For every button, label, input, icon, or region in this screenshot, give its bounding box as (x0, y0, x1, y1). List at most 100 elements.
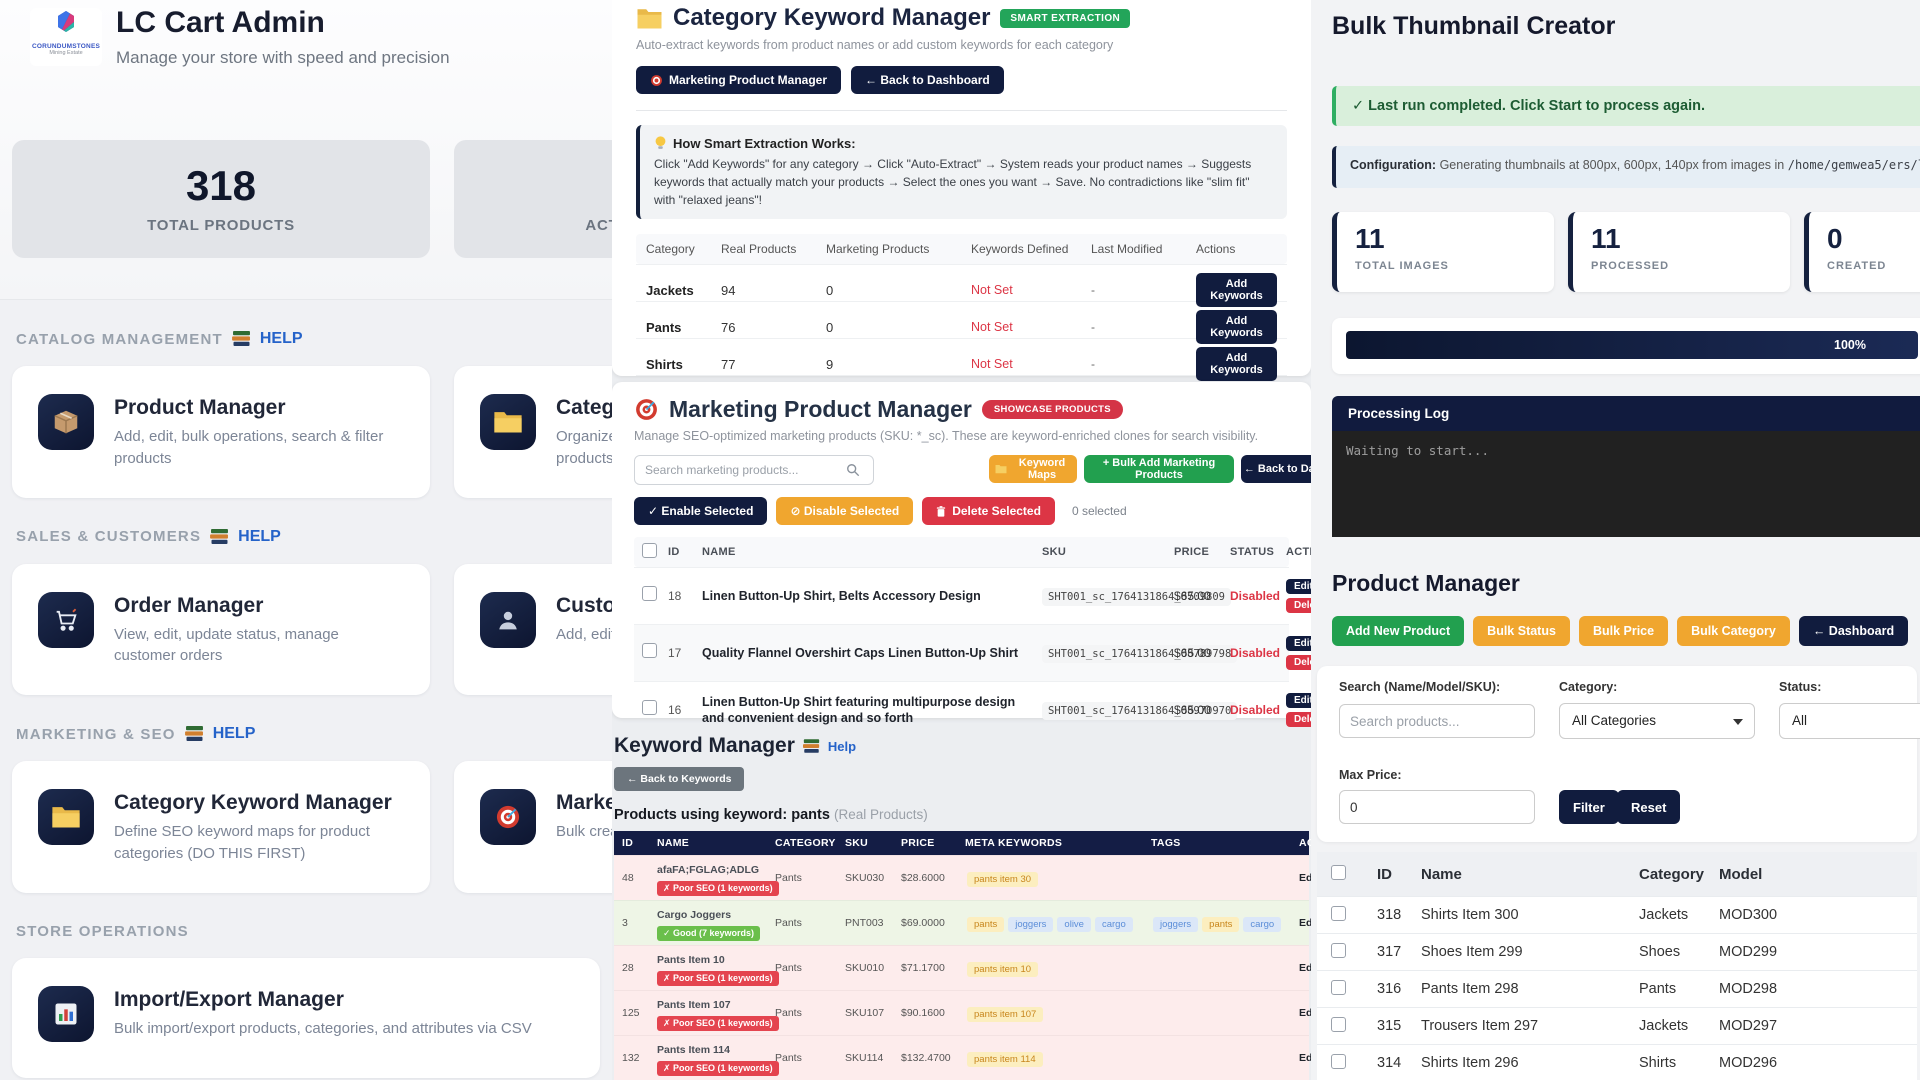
reset-button[interactable]: Reset (1617, 790, 1681, 824)
help-link[interactable]: HELP (212, 725, 256, 742)
bulk-category-button[interactable]: Bulk Category (1677, 616, 1790, 646)
add-keywords-button[interactable]: Add Keywords (1196, 273, 1277, 307)
product-name: Trousers Item 297 (1421, 1018, 1539, 1034)
row-checkbox[interactable] (1331, 1016, 1346, 1032)
configuration-alert: Configuration: Generating thumbnails at … (1332, 146, 1920, 188)
filter-card: Search (Name/Model/SKU): Category: All C… (1317, 666, 1920, 842)
product-price: $69.0000 (901, 917, 945, 929)
help-link[interactable]: Help (827, 738, 857, 754)
keyword-product-row: 132 Pants Item 114 ✗ Poor SEO (1 keyword… (614, 1035, 1311, 1080)
edit-link[interactable]: Edit (1299, 917, 1311, 929)
products-using-keyword-line: Products using keyword: pants (Real Prod… (614, 807, 928, 823)
keyword-chip: pants item 114 (967, 1051, 1043, 1067)
nav-section-catalog-management: CATALOG MANAGEMENT HELP Product Manager … (0, 330, 612, 498)
delete-selected-button[interactable]: Delete Selected (922, 497, 1055, 525)
row-checkbox[interactable] (1331, 979, 1346, 995)
product-id: 132 (622, 1052, 640, 1064)
row-checkbox[interactable] (642, 700, 657, 715)
bulk-add-marketing-button[interactable]: + Bulk Add Marketing Products (1084, 455, 1234, 483)
card-title: Marketing Product Manager (556, 791, 612, 814)
add-keywords-button[interactable]: Add Keywords (1196, 347, 1277, 381)
category-name: Pants (646, 319, 682, 335)
product-name: Quality Flannel Overshirt Caps Linen But… (702, 645, 1018, 660)
row-checkbox[interactable] (642, 586, 657, 601)
product-sku: SHT001_sc_1764131864_08970970 (1042, 702, 1238, 720)
search-marketing-input[interactable] (634, 455, 874, 485)
divider (636, 110, 1287, 111)
category-select[interactable]: All Categories (1559, 703, 1755, 739)
edit-button[interactable]: Edit (1286, 636, 1311, 651)
status-select[interactable]: All (1779, 703, 1920, 739)
row-checkbox[interactable] (1331, 1053, 1346, 1069)
help-link[interactable]: HELP (259, 330, 303, 347)
nav-card-category-manager[interactable]: Category Manager Organize categories, me… (454, 366, 612, 498)
search-products-input[interactable] (1339, 704, 1535, 738)
row-checkbox[interactable] (1331, 942, 1346, 958)
back-to-keywords-button[interactable]: ← Back to Keywords (614, 767, 745, 791)
keyword-maps-button[interactable]: Keyword Maps (989, 455, 1077, 483)
delete-button[interactable]: Delete (1286, 712, 1311, 727)
help-link[interactable]: HELP (238, 527, 281, 545)
seo-quality-badge: ✗ Poor SEO (1 keywords) (657, 1061, 779, 1076)
edit-button[interactable]: Edit (1286, 693, 1311, 708)
processing-log-body: Waiting to start... (1332, 431, 1920, 537)
nav-section-sales-customers: SALES & CUSTOMERS HELP Order Manager Vie… (0, 527, 612, 695)
bulk-status-button[interactable]: Bulk Status (1473, 616, 1570, 646)
back-to-dashboard-button[interactable]: ← Back to Dashboard (851, 66, 1004, 94)
max-price-input[interactable] (1339, 790, 1535, 824)
product-sku: SKU030 (845, 872, 885, 884)
stat-active-products: ACTIVE PRODUCTS (454, 140, 612, 258)
select-all-checkbox[interactable] (1331, 864, 1346, 880)
nav-card-category-keyword-manager[interactable]: Category Keyword Manager Define SEO keyw… (12, 761, 430, 893)
nav-card-import-export-manager[interactable]: Import/Export Manager Bulk import/export… (12, 957, 600, 1078)
nav-card-order-manager[interactable]: Order Manager View, edit, update status,… (12, 563, 430, 695)
category-name: Shirts (646, 356, 683, 372)
product-status: Disabled (1230, 589, 1281, 603)
middle-panel: Category Keyword Manager SMART EXTRACTIO… (612, 0, 1311, 1080)
product-category: Pants (775, 872, 802, 884)
delete-button[interactable]: Delete (1286, 598, 1311, 613)
product-name: Shirts Item 300 (1421, 907, 1519, 923)
nav-card-product-manager[interactable]: Product Manager Add, edit, bulk operatio… (12, 366, 430, 498)
delete-button[interactable]: Delete (1286, 655, 1311, 670)
row-checkbox[interactable] (642, 643, 657, 658)
edit-link[interactable]: Edit (1299, 1007, 1311, 1019)
nav-section-store-operations: STORE OPERATIONS Import/Export Manager B… (0, 923, 612, 1078)
product-price: $65.00 (1174, 589, 1211, 603)
chart-icon (38, 985, 94, 1042)
status-label: Status: (1779, 680, 1822, 694)
select-all-checkbox[interactable] (642, 543, 657, 558)
dashboard-button[interactable]: ← Dashboard (1798, 616, 1909, 646)
disable-selected-button[interactable]: ⊘ Disable Selected (776, 497, 914, 525)
edit-button[interactable]: Edit (1286, 579, 1311, 594)
info-title: How Smart Extraction Works: (673, 135, 856, 151)
add-keywords-button[interactable]: Add Keywords (1196, 310, 1277, 344)
filter-button[interactable]: Filter (1559, 790, 1619, 824)
row-checkbox[interactable] (1331, 905, 1346, 921)
back-to-dashboard-button[interactable]: ← Back to Dashboard (1241, 455, 1311, 483)
marketing-product-manager-button[interactable]: Marketing Product Manager (636, 66, 842, 94)
nav-card-customer-manager[interactable]: Customer Manager Add, edit, customer det… (454, 563, 612, 695)
keyword-chip: pants item 10 (967, 961, 1039, 977)
search-label: Search (Name/Model/SKU): (1339, 680, 1501, 694)
product-row: 315 Trousers Item 297 Jackets MOD297 (1317, 1007, 1917, 1044)
enable-selected-button[interactable]: ✓ Enable Selected (634, 497, 768, 525)
keyword-chip: cargo (1094, 916, 1133, 932)
last-modified: - (1091, 320, 1095, 334)
product-id: 48 (622, 872, 634, 884)
product-category: Pants (775, 1052, 802, 1064)
edit-link[interactable]: Edit (1299, 872, 1311, 884)
keyword-chip: cargo (1243, 916, 1282, 932)
edit-link[interactable]: Edit (1299, 1052, 1311, 1064)
card-description: Bulk create marketing products (556, 823, 612, 840)
add-new-product-button[interactable]: Add New Product (1332, 616, 1465, 646)
edit-link[interactable]: Edit (1299, 962, 1311, 974)
nav-card-marketing-product-manager[interactable]: Marketing Product Manager Bulk create ma… (454, 761, 612, 893)
folder-icon (38, 789, 94, 845)
dashboard-panel: CORUNDUMSTONES Mining Estate LC Cart Adm… (0, 0, 612, 1080)
bulk-price-button[interactable]: Bulk Price (1578, 616, 1669, 646)
processing-log-header: Processing Log (1332, 396, 1920, 431)
meta-keywords: pants item 10 (965, 959, 1151, 978)
product-model: MOD299 (1719, 944, 1778, 960)
